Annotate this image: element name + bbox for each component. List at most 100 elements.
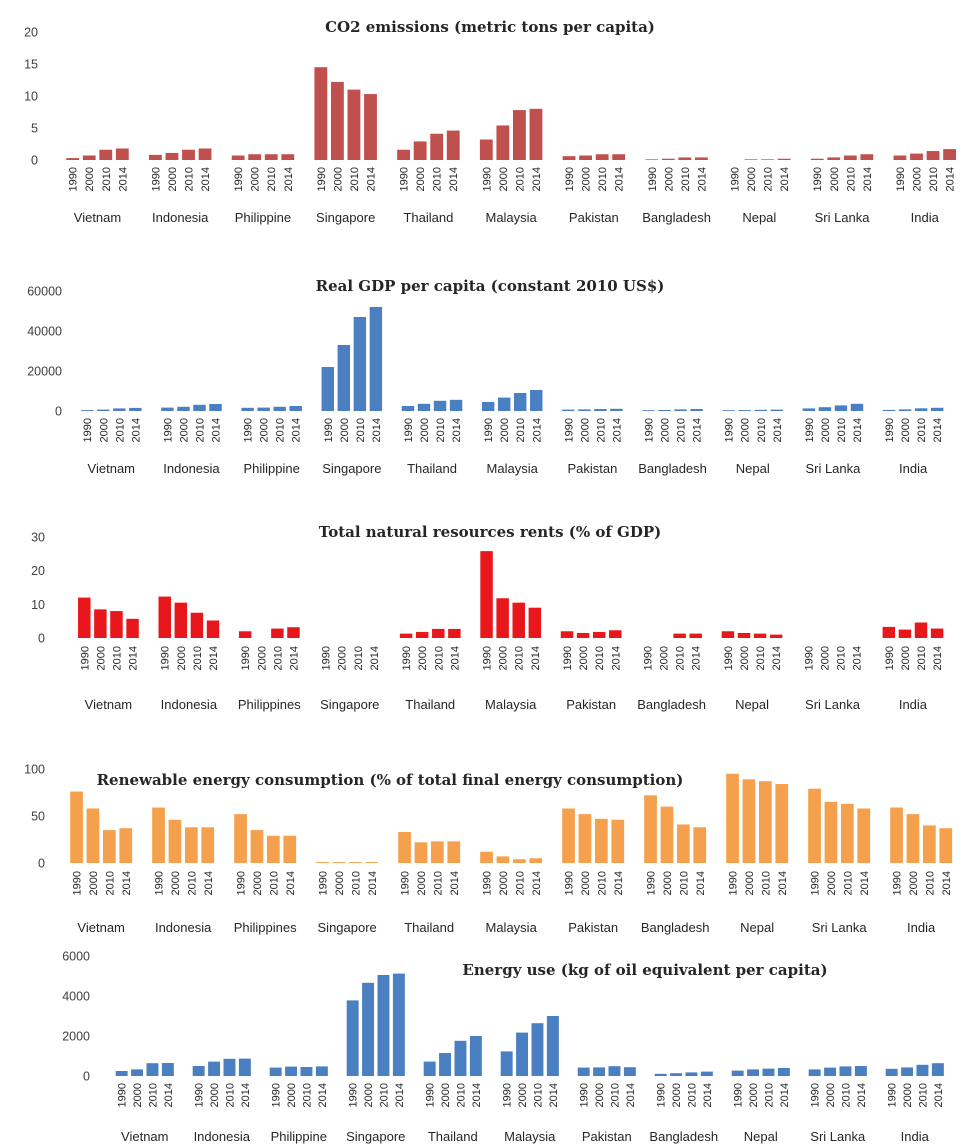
x-year-label: 2000 [659,646,671,670]
bar-philippine-2000 [285,1066,298,1076]
x-category-label: Indonesia [161,697,218,712]
bar-indonesia-2010 [185,827,198,863]
bar-pakistan-2014 [611,819,625,863]
x-year-label: 2000 [746,167,758,191]
bar-philippine-2014 [315,1066,328,1076]
x-year-label: 2014 [531,167,543,191]
x-year-label: 1990 [154,871,166,895]
x-year-label: 2014 [451,418,463,442]
x-year-label: 2010 [192,646,204,670]
bar-singapore-1990 [316,862,329,863]
x-year-label: 1990 [316,167,328,191]
bar-nepal-1990 [722,410,735,411]
bar-thailand-2010 [433,400,447,411]
x-year-label: 1990 [502,1083,514,1107]
x-year-label: 2000 [912,167,924,191]
bar-thailand-2000 [414,842,428,863]
bar-sri-lanka-2000 [824,801,838,863]
bar-nepal-2014 [769,634,783,638]
bar-pakistan-2014 [612,154,626,160]
x-year-label: 2010 [378,1083,390,1107]
bar-nepal-2000 [747,1069,760,1076]
x-year-label: 2010 [917,1083,929,1107]
x-year-label: 2014 [695,871,707,895]
x-category-label: Vietnam [74,210,121,225]
x-year-label: 1990 [884,418,896,442]
bar-singapore-2010 [353,317,367,411]
bar-nepal-2014 [775,784,789,863]
x-year-label: 1990 [194,1083,206,1107]
bar-malaysia-2000 [516,1032,529,1076]
x-year-label: 2014 [856,1083,868,1107]
x-year-label: 2014 [203,871,215,895]
bar-indonesia-2010 [193,404,206,411]
bar-sri-lanka-2000 [827,157,841,160]
x-year-label: 2014 [117,167,129,191]
bar-india-2014 [939,828,953,863]
x-year-label: 1990 [728,871,740,895]
y-tick-label: 0 [38,857,45,871]
x-year-label: 1990 [425,1083,437,1107]
x-year-label: 2000 [580,871,592,895]
x-year-label: 2010 [349,167,361,191]
bar-singapore-2014 [364,94,377,160]
bar-sri-lanka-1990 [802,408,816,411]
x-year-label: 2014 [852,418,864,442]
bar-nepal-2000 [742,779,756,863]
bar-indonesia-2014 [198,148,212,160]
bar-sri-lanka-2014 [857,808,871,863]
chart-svg: Real GDP per capita (constant 2010 US$) 0… [27,277,944,476]
x-year-label: 2014 [211,418,223,442]
x-year-label: 2000 [337,646,349,670]
x-year-label: 2000 [739,646,751,670]
y-tick-label: 20000 [27,365,62,379]
bar-india-2000 [898,629,912,638]
x-category-label: Vietnam [121,1129,168,1144]
x-year-label: 2000 [256,646,268,670]
x-category-label: Malaysia [485,210,537,225]
bar-malaysia-1990 [479,139,493,160]
bar-philippines-2014 [287,627,300,638]
bar-pakistan-2000 [576,632,590,638]
x-category-label: Bangladesh [641,920,710,935]
x-category-label: Sri Lanka [805,461,861,476]
x-year-label: 1990 [562,646,574,670]
bar-philippines-2010 [271,628,284,638]
x-category-label: India [907,920,936,935]
bar-thailand-1990 [399,633,413,638]
bar-philippines-1990 [238,631,252,638]
x-year-label: 2010 [455,1083,467,1107]
bar-pakistan-2010 [595,818,608,863]
bar-indonesia-2010 [190,612,204,638]
x-year-label: 2014 [696,167,708,191]
x-year-label: 2014 [200,167,212,191]
bar-pakistan-1990 [577,1067,590,1076]
bar-bangladesh-2010 [678,157,692,160]
bar-vietnam-2014 [161,1063,174,1076]
x-year-label: 2010 [597,167,609,191]
x-year-label: 1990 [72,871,84,895]
y-tick-label: 10 [31,598,45,612]
x-year-label: 2000 [363,1083,375,1107]
x-year-label: 2000 [417,646,429,670]
bar-nepal-2000 [744,159,758,160]
bar-thailand-2014 [449,399,463,411]
x-year-label: 2014 [941,871,953,895]
x-year-label: 1990 [233,167,245,191]
x-year-label: 1990 [82,418,94,442]
x-year-label: 2000 [88,871,100,895]
bar-bangladesh-2014 [693,827,707,863]
bar-indonesia-1990 [152,807,165,863]
x-category-label: Singapore [316,210,375,225]
bar-indonesia-2010 [182,149,195,160]
bar-vietnam-2000 [131,1069,144,1076]
x-category-label: Philippine [271,1129,327,1144]
bar-vietnam-2010 [99,149,113,160]
x-category-label: Philippine [243,461,299,476]
x-year-label: 2014 [121,871,133,895]
x-year-label: 2010 [678,871,690,895]
bar-thailand-1990 [401,406,415,411]
bar-bangladesh-2000 [661,158,675,160]
x-year-label: 1990 [810,871,822,895]
